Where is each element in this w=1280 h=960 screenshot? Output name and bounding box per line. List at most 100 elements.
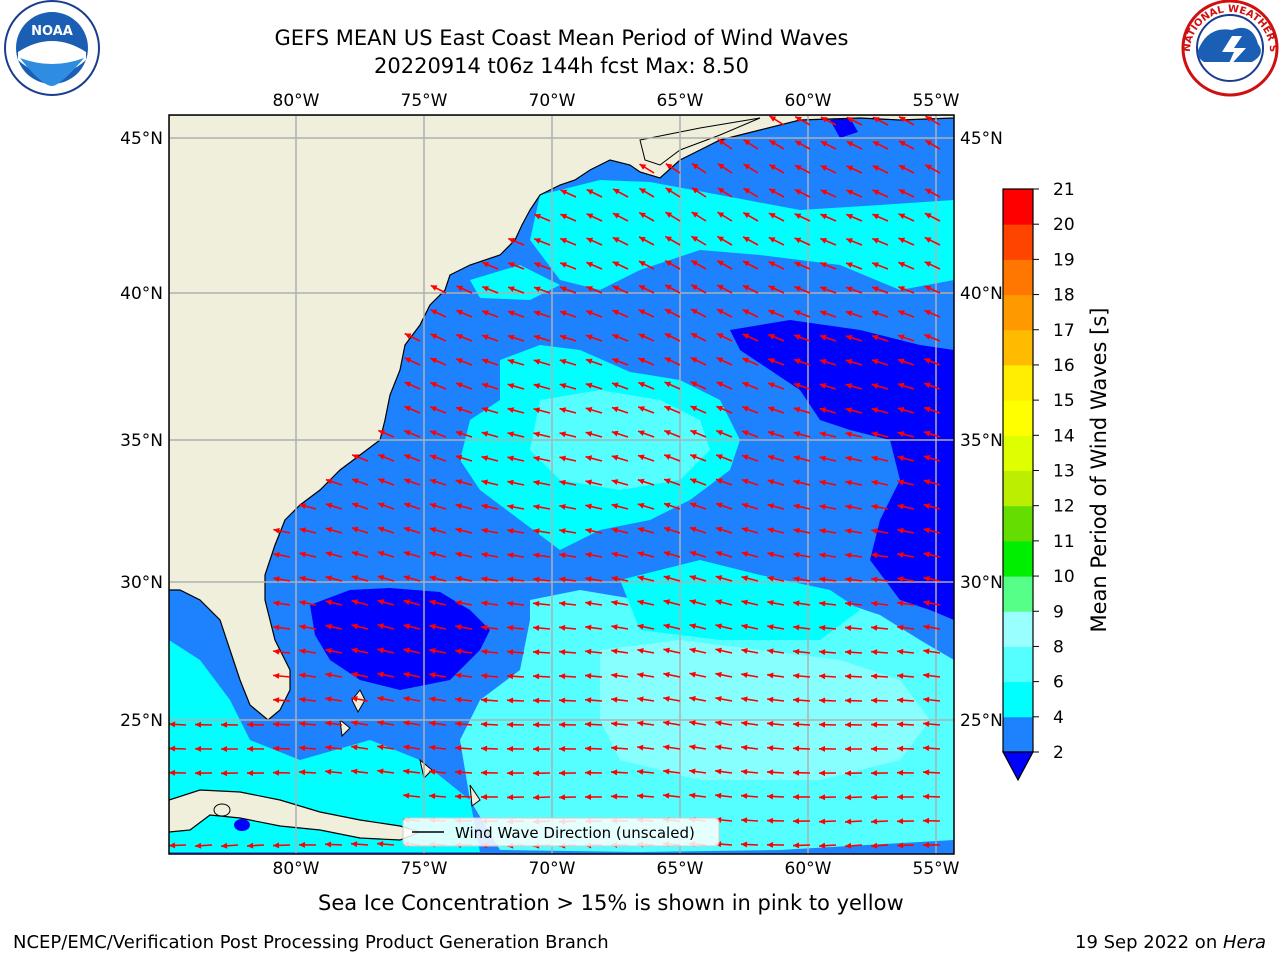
wind-wave-arrow-head <box>559 673 566 680</box>
lat-tick: 40°N <box>120 284 163 304</box>
wind-wave-arrow-head <box>820 189 828 196</box>
wind-wave-arrow-head <box>430 382 437 388</box>
wind-wave-arrow-head <box>378 478 385 484</box>
colorbar-segment <box>1003 540 1033 577</box>
wind-wave-arrow-head <box>585 455 593 462</box>
wind-wave-arrow-head <box>716 333 724 339</box>
wind-wave-arrow-head <box>533 794 540 801</box>
land-cuba <box>169 789 422 841</box>
wind-wave-arrow-head <box>273 769 280 776</box>
wind-wave-arrow-head <box>455 793 462 800</box>
wind-wave-arrow-head <box>846 238 853 244</box>
ocean-period-below-2-north <box>830 118 858 138</box>
wind-wave-arrow-head <box>638 357 646 364</box>
colorbar-segment <box>1003 224 1033 260</box>
wind-wave-arrow-head <box>507 745 514 752</box>
wind-wave-arrow-head <box>897 818 904 825</box>
wind-wave-arrow-head <box>586 213 594 220</box>
wind-wave-arrow-head <box>663 696 670 702</box>
wind-wave-arrow-head <box>585 358 593 365</box>
wind-wave-arrow-head <box>897 794 904 801</box>
wind-wave-arrow-head <box>768 213 776 219</box>
wind-wave-arrow-head <box>846 189 854 196</box>
wind-wave-arrow-head <box>611 430 619 437</box>
colorbar-segment <box>1003 400 1033 436</box>
wind-wave-arrow-head <box>793 697 800 704</box>
wind-wave-arrow-head <box>481 745 488 752</box>
ocean-period-below-2-bahamas <box>310 588 490 690</box>
wind-wave-arrow-head <box>221 770 228 777</box>
wind-wave-arrow-head <box>430 285 438 291</box>
wind-wave-arrow-head <box>819 431 827 438</box>
wind-wave-arrow-head <box>897 358 905 365</box>
wind-wave-arrow-head <box>403 792 410 799</box>
wind-wave-arrow-head <box>585 406 593 413</box>
wind-wave-arrow-head <box>897 552 904 558</box>
wind-wave-arrow-head <box>819 552 826 559</box>
wind-wave-arrow-head <box>845 358 853 365</box>
wind-wave-arrow-head <box>741 502 749 509</box>
wind-wave-arrow-head <box>795 116 802 123</box>
wind-wave-arrow-head <box>429 720 436 727</box>
wind-wave-arrow-head <box>508 262 515 268</box>
wind-wave-arrow-head <box>820 262 827 268</box>
wind-wave-arrow-head <box>923 454 931 461</box>
wind-wave-arrow-head <box>689 526 697 533</box>
wind-wave-arrow-head <box>299 624 306 631</box>
wind-wave-arrow-head <box>923 479 931 485</box>
wind-wave-arrow-head <box>559 649 566 656</box>
wind-wave-arrow-head <box>611 720 618 727</box>
wind-wave-arrow-head <box>482 261 490 268</box>
wind-wave-arrow-head <box>871 770 878 777</box>
wind-wave-arrow-head <box>639 236 646 243</box>
wind-wave-arrow-head <box>794 165 802 171</box>
wind-wave-arrow-head <box>717 236 725 243</box>
sea-ice-caption: Sea Ice Concentration > 15% is shown in … <box>318 891 904 915</box>
wind-wave-arrow-head <box>429 623 436 630</box>
wind-wave-arrow-head <box>585 624 592 631</box>
wind-wave-arrow-head <box>533 697 540 704</box>
wind-wave-arrow-head <box>482 286 489 292</box>
wind-wave-arrow-head <box>872 141 880 147</box>
wind-wave-arrow-head <box>429 647 436 654</box>
wind-wave-arrow-head <box>612 261 620 268</box>
wind-wave-arrow-head <box>351 744 358 751</box>
wind-wave-arrow-head <box>403 623 411 630</box>
colorbar-tick-label: 12 <box>1053 497 1075 517</box>
wind-wave-arrow-head <box>793 818 800 825</box>
wind-wave-arrow-head <box>403 502 411 509</box>
wind-wave-arrow-head <box>715 575 723 581</box>
wind-wave-arrow-head <box>767 769 774 776</box>
wind-wave-arrow-head <box>325 672 332 679</box>
wind-wave-arrow-head <box>403 575 411 581</box>
wind-wave-arrow-head <box>846 117 854 123</box>
lon-tick: 60°W <box>785 91 832 111</box>
wind-wave-arrow-head <box>793 600 800 607</box>
wind-wave-arrow-head <box>404 381 412 388</box>
wind-wave-arrow-head <box>897 745 904 752</box>
wind-wave-arrow-head <box>741 793 748 800</box>
lat-tick: 35°N <box>960 431 1003 451</box>
wind-wave-arrow-head <box>819 358 827 365</box>
chart-subtitle: 20220914 t06z 144h fcst Max: 8.50 <box>374 54 749 78</box>
wind-wave-arrow-head <box>845 746 852 753</box>
wind-wave-arrow-head <box>378 430 385 436</box>
wind-wave-arrow-head <box>741 768 748 775</box>
wind-wave-arrow-head <box>715 647 722 654</box>
wind-wave-arrow-head <box>559 479 566 486</box>
wind-wave-arrow-head <box>351 696 358 702</box>
wind-wave-arrow-head <box>897 455 905 462</box>
wind-wave-arrow-head <box>429 502 437 509</box>
wind-wave-arrow-head <box>585 431 593 437</box>
wind-wave-arrow-head <box>455 575 462 582</box>
wind-wave-arrow-head <box>507 697 514 704</box>
wind-wave-arrow-head <box>507 770 514 777</box>
wind-wave-arrow-head <box>923 600 930 606</box>
wind-wave-arrow-head <box>767 551 774 558</box>
wind-wave-arrow-head <box>767 841 774 848</box>
wind-wave-arrow-head <box>871 310 879 317</box>
wind-wave-arrow-head <box>741 527 749 533</box>
wind-wave-arrow-head <box>767 696 774 703</box>
wind-wave-arrow-head <box>637 793 644 800</box>
wind-wave-arrow-head <box>586 261 594 268</box>
